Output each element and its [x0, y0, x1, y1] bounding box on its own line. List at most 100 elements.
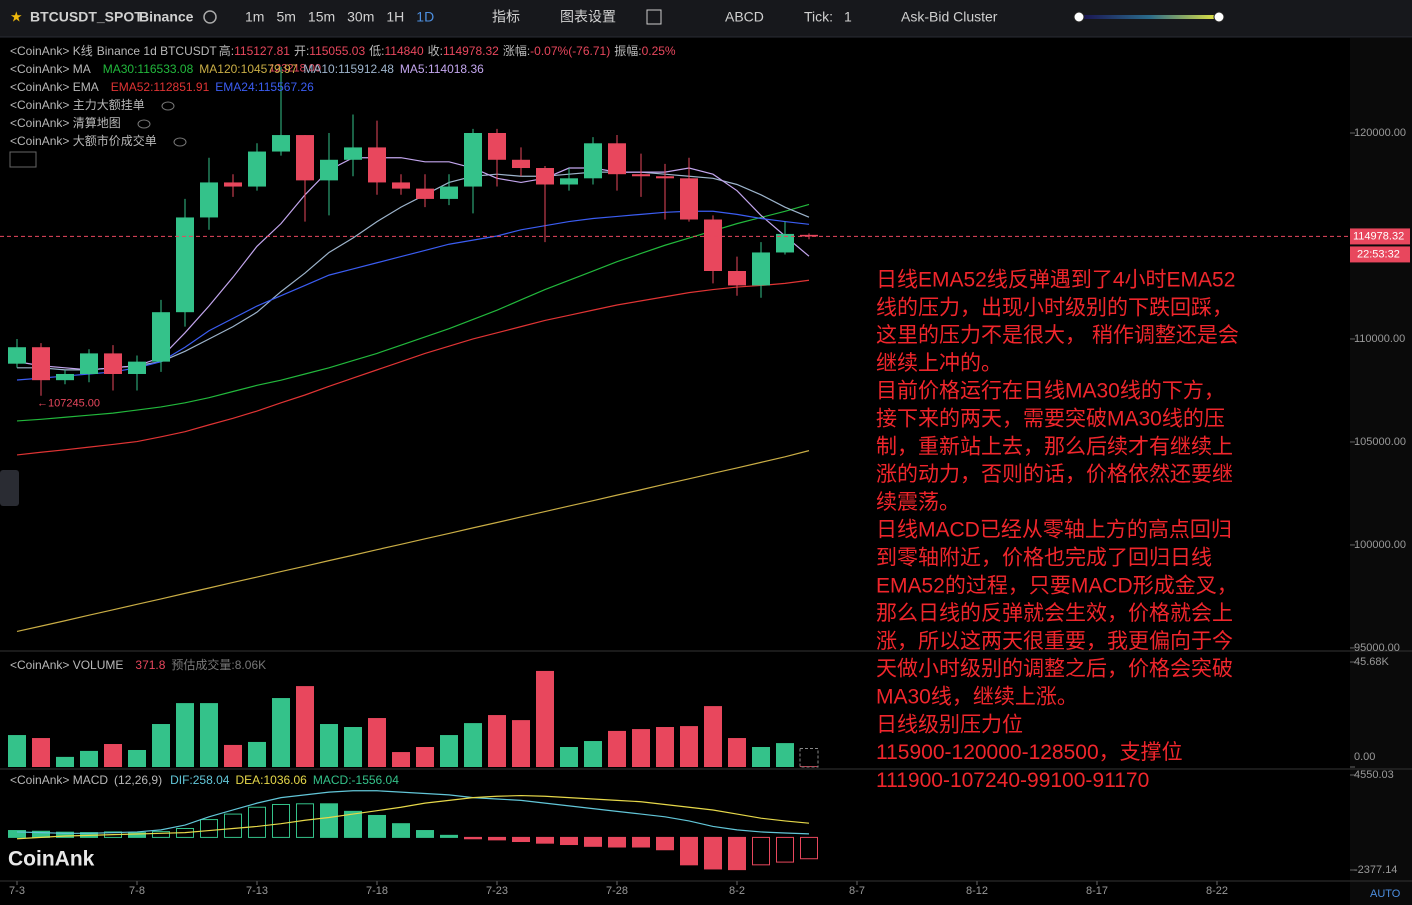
slider-knob[interactable]	[1073, 11, 1085, 23]
annotation-line: 接下来的两天，需要突破MA30线的压	[876, 408, 1225, 431]
watermark: CoinAnk	[8, 848, 95, 871]
y-tick-label: 100000.00	[1354, 539, 1406, 551]
x-tick-label: 8-17	[1086, 885, 1108, 897]
search-icon[interactable]	[203, 10, 217, 24]
favorite-star[interactable]: ★	[10, 9, 23, 25]
interval-button[interactable]: 15m	[308, 9, 335, 25]
legend-text: DEA:	[235, 773, 263, 787]
legend-value: 371.8	[135, 658, 165, 672]
legend-sep: :	[335, 62, 338, 76]
macd-bar	[464, 836, 482, 840]
legend-text: 114840	[384, 44, 423, 58]
volume-bar	[728, 738, 746, 767]
x-tick-label: 8-22	[1206, 885, 1228, 897]
legend-text: 振幅:	[614, 43, 641, 58]
legend-text: 115055.03	[309, 44, 365, 58]
volume-bar	[416, 747, 434, 767]
legend-text: 高:	[219, 43, 234, 58]
legend-text: <CoinAnk> K线	[10, 44, 93, 58]
interval-button[interactable]: 1H	[386, 9, 404, 25]
indicator-line	[16, 790, 810, 835]
legend-text: <CoinAnk> MACD	[10, 773, 108, 787]
legend-value: -1556.04	[352, 773, 400, 787]
last-price-box	[1350, 228, 1410, 245]
candle-body	[776, 233, 794, 253]
interval-button[interactable]: 5m	[276, 9, 295, 25]
last-price: 114978.32	[1353, 230, 1404, 242]
macd-bar	[560, 836, 578, 846]
annotation-line: 制，重新站上去，那么后续才有继续上	[876, 435, 1233, 458]
legend-name: EMA52	[111, 80, 151, 94]
legend-toggle[interactable]	[9, 151, 37, 168]
x-tick-label: 7-23	[486, 885, 508, 897]
auto-button[interactable]: AUTO	[1370, 888, 1401, 900]
candle-body	[104, 353, 122, 374]
legend-text: <CoinAnk> 清算地图	[10, 115, 121, 130]
indicators-button[interactable]: 指标	[492, 9, 520, 25]
visibility-icon[interactable]	[137, 119, 151, 129]
annotation-line: 日线MACD已经从零轴上方的高点回归	[876, 519, 1232, 542]
candle-body	[56, 373, 74, 381]
visibility-icon[interactable]	[161, 101, 175, 111]
candle-body	[224, 182, 242, 187]
y-tick-label: -2377.14	[1354, 864, 1397, 876]
macd-bar	[128, 832, 146, 838]
legend-value: 115567.26	[258, 80, 314, 94]
macd-bar	[512, 836, 530, 843]
legend-sep: :	[237, 62, 240, 76]
y-tick-label: 0.00	[1354, 751, 1375, 763]
macd-bar	[728, 836, 746, 871]
settings-button[interactable]: 图表设置	[560, 9, 616, 25]
annotation-line: MA30线，继续上涨。	[876, 686, 1078, 709]
legend-value: 258.04	[193, 773, 230, 787]
volume-bar	[344, 727, 362, 767]
legend-text: 114978.32	[443, 44, 499, 58]
candle-body	[416, 188, 434, 199]
volume-bar	[152, 724, 170, 767]
drawing-button[interactable]: ABCD	[725, 9, 764, 25]
candle-body	[392, 182, 410, 189]
annotation-line: 到零轴附近，价格也完成了回归日线	[876, 547, 1212, 570]
visibility-icon[interactable]	[173, 137, 187, 147]
candle-body	[368, 147, 386, 183]
volume-bar	[176, 703, 194, 767]
symbol[interactable]: BTCUSDT_SPOT	[30, 9, 143, 25]
heat-slider[interactable]	[1079, 15, 1219, 19]
candle-body	[632, 174, 650, 177]
legend-value: 114018.36	[428, 62, 484, 76]
annotation-line: 涨，所以这两天很重要，我更偏向于今	[876, 630, 1233, 653]
x-tick-label: 7-8	[129, 885, 145, 897]
annotation-line: 日线EMA52线反弹遇到了4小时EMA52	[876, 269, 1235, 292]
legend-name: MA5	[400, 62, 425, 76]
slider-knob[interactable]	[1213, 11, 1225, 23]
interval-button[interactable]: 30m	[347, 9, 374, 25]
volume-estimate	[799, 747, 819, 768]
candle-body	[440, 186, 458, 199]
candle-body	[752, 252, 770, 286]
candle-body	[608, 143, 626, 175]
candle-body	[296, 135, 314, 181]
annotation-line: 这里的压力不是很大， 稍作调整还是会	[876, 324, 1239, 347]
indicator-line	[16, 210, 810, 381]
cluster-button[interactable]: Ask-Bid Cluster	[901, 9, 998, 25]
annotation-line: 日线级别压力位	[876, 713, 1023, 736]
macd-bar	[296, 803, 314, 838]
collapse-button[interactable]	[0, 470, 19, 506]
volume-bar	[200, 703, 218, 767]
macd-bar	[752, 836, 770, 866]
tick-value[interactable]: 1	[844, 9, 852, 25]
volume-bar	[104, 744, 122, 767]
macd-bar	[584, 836, 602, 847]
annotation-line: 涨的动力，否则的话，价格依然还要继	[876, 463, 1233, 486]
interval-button[interactable]: 1m	[245, 9, 264, 25]
candle-body	[512, 159, 530, 169]
toggle[interactable]	[646, 9, 662, 25]
legend-text: MACD:	[313, 773, 352, 787]
y-tick-label: 120000.00	[1354, 127, 1406, 139]
interval-button[interactable]: 1D	[416, 9, 434, 25]
legend-text: 收:	[428, 44, 443, 58]
x-tick-label: 7-28	[606, 885, 628, 897]
macd-bar	[488, 836, 506, 841]
volume-bar	[704, 706, 722, 767]
